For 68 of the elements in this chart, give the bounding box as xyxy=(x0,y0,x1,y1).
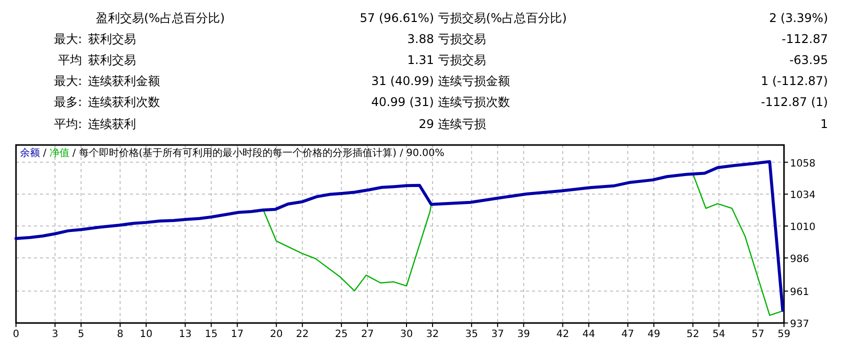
y-tick-label: 986 xyxy=(790,254,810,265)
text: 平均: xyxy=(54,117,82,131)
x-tick-label: 54 xyxy=(712,329,726,340)
text: 1 xyxy=(820,117,828,131)
line-series xyxy=(262,204,432,292)
text: 连续获利 xyxy=(88,117,136,131)
x-tick-label: 27 xyxy=(361,329,374,340)
text: 最大: xyxy=(54,32,82,46)
y-tick-label: 1010 xyxy=(790,222,816,234)
text: 29 xyxy=(418,117,434,131)
x-tick-label: 39 xyxy=(517,329,530,340)
text: 最大: xyxy=(54,74,82,88)
x-tick-label: 37 xyxy=(491,329,504,340)
text: -112.87 xyxy=(782,32,828,46)
text: 57 (96.61%) xyxy=(360,11,434,25)
x-tick-label: 49 xyxy=(647,329,660,340)
text: -112.87 (1) xyxy=(760,95,828,109)
y-tick-label: 937 xyxy=(790,319,810,330)
x-tick-label: 42 xyxy=(556,329,570,340)
x-tick-label: 3 xyxy=(52,329,58,340)
x-tick-label: 32 xyxy=(426,329,439,340)
x-tick-label: 30 xyxy=(400,329,413,340)
x-tick-label: 17 xyxy=(230,329,244,340)
x-tick-label: 35 xyxy=(465,329,478,340)
x-tick-label: 57 xyxy=(752,329,764,340)
x-tick-label: 0 xyxy=(12,329,20,340)
text: 1 (-112.87) xyxy=(760,74,828,88)
text: 40.99 (31) xyxy=(371,95,434,109)
text: 31 (40.99) xyxy=(371,74,434,88)
x-tick-label: 5 xyxy=(78,329,84,340)
x-tick-label: 25 xyxy=(335,329,348,340)
text: 平均 xyxy=(58,53,82,67)
x-tick-label: 47 xyxy=(621,329,634,340)
text: 连续获利次数 xyxy=(88,95,160,109)
line-series xyxy=(692,173,784,316)
x-tick-label: 52 xyxy=(686,329,700,340)
text: 余额 xyxy=(20,147,40,159)
text: 最多: xyxy=(54,95,82,109)
text: 净值 xyxy=(49,147,70,159)
text: 连续亏损次数 xyxy=(438,95,510,109)
text: 盈利交易(%占总百分比) xyxy=(96,11,225,25)
x-tick-label: 15 xyxy=(204,329,218,340)
x-tick-label: 10 xyxy=(140,329,153,340)
x-tick-label: 8 xyxy=(116,329,124,340)
text: 连续亏损 xyxy=(438,117,486,131)
x-tick-label: 59 xyxy=(778,329,790,340)
x-tick-label: 13 xyxy=(178,329,192,340)
text: -63.95 xyxy=(789,53,828,67)
y-tick-label: 1058 xyxy=(790,158,816,170)
line-series xyxy=(14,160,784,312)
x-tick-label: 44 xyxy=(582,329,596,340)
text: / xyxy=(72,148,76,159)
text: 3.88 xyxy=(407,32,434,46)
text: 1.31 xyxy=(407,53,434,67)
text: 亏损交易(%占总百分比) xyxy=(438,11,567,25)
y-tick-label: 1034 xyxy=(790,190,816,202)
annotation: / xyxy=(43,148,47,159)
chart-subtitle: 每个即时价格(基于所有可利用的最小时段的每一个价格的分形插值计算) / 90.00% xyxy=(78,147,444,159)
text: 亏损交易 xyxy=(438,53,486,67)
x-tick-label: 20 xyxy=(270,329,283,340)
text: 获利交易 xyxy=(88,32,136,46)
y-tick-label: 961 xyxy=(790,287,810,298)
text: 连续获利金额 xyxy=(88,74,160,88)
x-tick-label: 22 xyxy=(296,329,309,340)
text: 连续亏损金额 xyxy=(438,74,510,88)
text: 2 (3.39%) xyxy=(769,11,828,25)
text: 获利交易 xyxy=(88,53,136,67)
text: 亏损交易 xyxy=(438,32,486,46)
